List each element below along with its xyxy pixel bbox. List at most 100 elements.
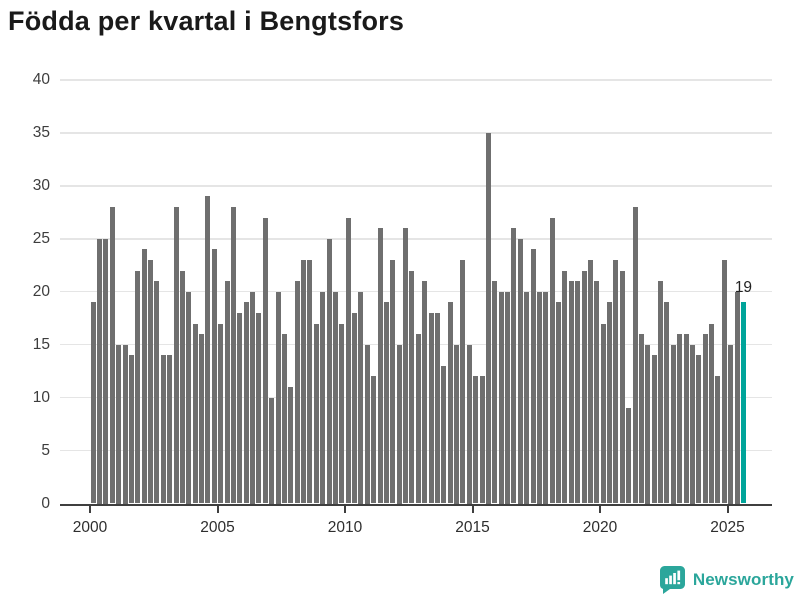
bar-49: [403, 228, 409, 504]
x-tick-label-2010: 2010: [327, 519, 363, 536]
bar-61: [479, 376, 485, 504]
x-tick-2025: [726, 505, 729, 513]
bar-90: [664, 302, 670, 504]
bar-83: [619, 270, 625, 504]
bar-89: [658, 281, 664, 504]
bar-69: [530, 249, 536, 504]
bar-98: [715, 376, 721, 504]
y-tick-label-0: 0: [41, 494, 50, 512]
bar-27: [262, 217, 268, 504]
y-tick-label-5: 5: [41, 441, 50, 459]
bar-53: [428, 312, 434, 504]
bar-76: [575, 281, 581, 504]
bar-75: [568, 281, 574, 504]
bar-50: [409, 270, 415, 504]
bar-20: [218, 323, 224, 504]
bar-65: [505, 291, 511, 504]
bar-86: [638, 334, 644, 504]
bar-64: [498, 291, 504, 504]
bar-99: [721, 259, 727, 504]
x-tick-label-2000: 2000: [72, 519, 108, 536]
y-tick-label-25: 25: [32, 229, 50, 247]
bar-79: [594, 281, 600, 504]
y-tick-label-15: 15: [32, 335, 50, 353]
bar-87: [645, 344, 651, 504]
bar-95: [696, 355, 702, 504]
bar-97: [709, 323, 715, 504]
bar-47: [390, 259, 396, 504]
bar-17: [199, 334, 205, 504]
bar-30: [281, 334, 287, 504]
newsworthy-logo: Newsworthy: [659, 565, 794, 594]
bar-1: [97, 238, 103, 504]
bar-37: [326, 238, 332, 504]
bar-7: [135, 270, 141, 504]
bar-94: [689, 344, 695, 504]
bar-34: [307, 259, 313, 504]
bar-51: [415, 334, 421, 504]
bar-3: [109, 207, 115, 504]
bar-24: [243, 302, 249, 504]
newsworthy-logo-icon: [659, 566, 685, 594]
bar-72: [549, 217, 555, 504]
x-tick-label-2015: 2015: [455, 519, 490, 536]
bar-42: [358, 291, 364, 504]
bar-80: [600, 323, 606, 504]
highlight-value-label: 19: [734, 279, 753, 297]
bar-93: [683, 334, 689, 504]
y-tick-label-20: 20: [32, 282, 50, 300]
bar-4: [116, 344, 122, 504]
bar-55: [441, 365, 447, 504]
x-tick-2015: [471, 505, 474, 513]
bar-13: [173, 207, 179, 504]
bar-56: [447, 302, 453, 504]
bar-35: [313, 323, 319, 504]
bar-26: [256, 312, 262, 504]
bar-66: [511, 228, 517, 504]
bar-11: [160, 355, 166, 504]
x-tick-2010: [344, 505, 346, 513]
bar-74: [562, 270, 568, 504]
y-tick-label-40: 40: [32, 71, 50, 88]
x-tick-label-2005: 2005: [200, 519, 235, 536]
bar-29: [275, 291, 281, 504]
bar-85: [632, 207, 638, 504]
bar-36: [320, 291, 326, 504]
bar-5: [122, 344, 128, 504]
gridline-30: [60, 185, 772, 187]
bar-101: [734, 291, 740, 504]
chart-title: Födda per kvartal i Bengtsfors: [8, 6, 405, 36]
highlight-bar: [740, 302, 746, 504]
bar-96: [702, 334, 708, 504]
bar-43: [364, 344, 370, 504]
bar-15: [186, 291, 192, 504]
bar-18: [205, 196, 211, 504]
y-tick-label-30: 30: [32, 176, 50, 194]
bar-48: [396, 344, 402, 504]
bar-81: [607, 302, 613, 504]
bar-62: [485, 132, 491, 504]
bar-31: [288, 387, 294, 504]
bar-32: [294, 281, 300, 504]
gridline-40: [60, 79, 772, 81]
x-axis-line: [60, 503, 772, 506]
bar-28: [269, 397, 275, 504]
bar-40: [345, 217, 351, 504]
bar-44: [371, 376, 377, 504]
bar-0: [90, 302, 96, 504]
x-tick-2000: [89, 505, 91, 513]
bar-22: [230, 207, 236, 504]
newsworthy-logo-text: Newsworthy: [692, 569, 794, 589]
bar-12: [167, 355, 173, 504]
bar-68: [524, 291, 530, 504]
bar-23: [237, 312, 243, 504]
x-tick-2005: [216, 505, 219, 513]
bar-39: [339, 323, 345, 504]
bar-60: [473, 376, 479, 504]
bar-77: [581, 270, 587, 504]
x-tick-label-2020: 2020: [582, 519, 618, 536]
bar-41: [352, 312, 358, 504]
gridline-25: [60, 238, 772, 240]
y-tick-label-35: 35: [32, 123, 50, 141]
